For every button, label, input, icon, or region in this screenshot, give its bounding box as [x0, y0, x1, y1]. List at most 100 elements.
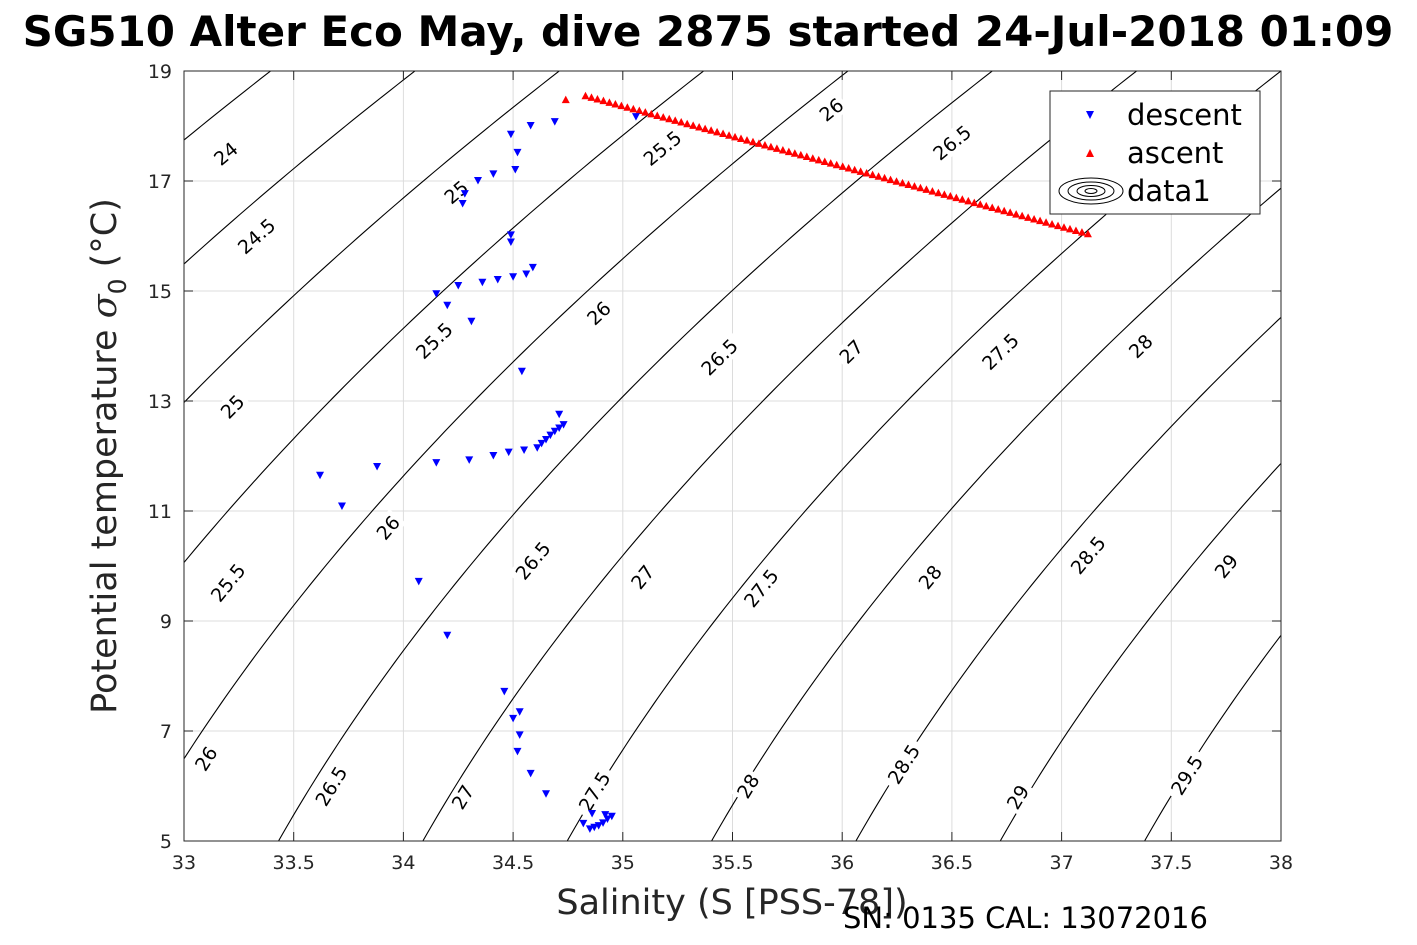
descent-point: [526, 769, 535, 778]
contour-label-background: [445, 778, 480, 816]
serial-calibration-footer: SN: 0135 CAL: 13072016: [843, 901, 1208, 935]
legend-data1-label: data1: [1127, 174, 1211, 208]
contour-label-background: [736, 560, 786, 616]
ascent-point: [1060, 223, 1069, 231]
descent-point: [590, 823, 599, 832]
contour-label-background: [571, 763, 618, 820]
ascent-point: [916, 183, 925, 192]
descent-point: [473, 176, 482, 185]
ascent-point: [1071, 226, 1080, 235]
legend: descent ascent data1: [1049, 90, 1261, 215]
ascent-point: [898, 178, 907, 187]
descent-point: [467, 317, 476, 326]
descent-point: [546, 431, 555, 440]
ascent-point: [581, 91, 590, 100]
descent-point: [555, 410, 564, 419]
descent-point: [513, 747, 522, 756]
descent-point: [520, 446, 529, 454]
ascent-point: [1012, 210, 1021, 218]
ascent-point: [1065, 224, 1074, 233]
ascent-point: [629, 104, 638, 113]
isopycnal-line: [422, 71, 1138, 841]
descent-point: [509, 714, 518, 723]
descent-series: [316, 113, 640, 833]
ascent-point: [641, 108, 650, 116]
contour-label-background: [580, 294, 618, 332]
x-tick-label: 38: [1269, 852, 1293, 874]
y-tick-label: 17: [148, 171, 172, 193]
ascent-point: [1083, 229, 1092, 238]
contour-label-background: [307, 758, 355, 814]
ascent-point: [958, 195, 967, 203]
descent-point: [579, 819, 588, 828]
isopycnal-line: [710, 187, 1281, 841]
ascent-point: [844, 164, 853, 172]
descent-point: [517, 367, 526, 376]
legend-descent-marker: [1086, 111, 1094, 119]
ascent-point: [910, 182, 919, 190]
ascent-point: [982, 201, 991, 210]
ascent-point: [820, 157, 829, 165]
contour-label-background: [730, 767, 766, 805]
ascent-point: [838, 162, 847, 170]
x-tick-label: 37: [1050, 852, 1074, 874]
contour-label-background: [1062, 527, 1113, 583]
descent-point: [504, 448, 513, 457]
descent-point: [537, 439, 546, 448]
ascent-point: [1018, 211, 1027, 220]
contour-label-background: [1122, 327, 1160, 365]
contour-label-background: [924, 117, 979, 168]
y-axis-ticks: 5 7 9 11 13 15 17 19: [148, 61, 1281, 853]
descent-point: [500, 687, 509, 696]
contour-label-background: [812, 91, 850, 128]
ascent-point: [665, 114, 674, 123]
descent-point: [555, 424, 564, 432]
ascent-point: [826, 159, 835, 167]
ascent-point: [994, 205, 1003, 213]
descent-point: [489, 170, 498, 178]
descent-point: [594, 822, 603, 830]
ascent-point: [922, 185, 931, 193]
contour-label-background: [693, 330, 746, 384]
legend-ascent-label: ascent: [1127, 136, 1223, 170]
ascent-point: [976, 200, 985, 208]
ascent-point: [784, 147, 793, 156]
ascent-point: [1077, 228, 1086, 236]
ascent-point: [713, 127, 722, 136]
descent-point: [489, 451, 498, 460]
ascent-point: [964, 196, 973, 205]
descent-point: [599, 819, 608, 827]
ascent-point: [892, 177, 901, 185]
descent-point: [337, 502, 346, 511]
descent-point: [506, 130, 515, 139]
ascent-point: [874, 172, 883, 180]
ascent-point: [659, 113, 668, 121]
contour-label-background: [973, 325, 1027, 378]
descent-point: [460, 190, 469, 198]
descent-point: [542, 790, 551, 798]
ascent-point: [719, 129, 728, 138]
ascent-point: [731, 132, 740, 141]
ascent-point: [561, 95, 570, 104]
ascent-point: [1042, 218, 1051, 226]
ascent-point: [952, 193, 961, 202]
ascent-point: [880, 173, 889, 182]
descent-point: [585, 825, 594, 833]
contour-label-background: [213, 388, 251, 425]
ascent-point: [725, 131, 734, 139]
ascent-point: [689, 121, 698, 129]
ascent-point: [802, 152, 811, 161]
y-tick-label: 15: [148, 281, 172, 303]
descent-point: [493, 275, 502, 284]
descent-point: [631, 113, 640, 121]
ascent-point: [701, 124, 710, 133]
ascent-point: [832, 160, 841, 169]
x-tick-label: 33.5: [273, 852, 315, 874]
legend-ascent-marker: [1086, 149, 1094, 157]
x-tick-label: 35.5: [711, 852, 753, 874]
isopycnal-line: [999, 462, 1281, 841]
ascent-point: [970, 198, 979, 207]
ascent-point: [695, 122, 704, 131]
contour-label-background: [832, 333, 870, 370]
ascent-point: [647, 109, 656, 118]
